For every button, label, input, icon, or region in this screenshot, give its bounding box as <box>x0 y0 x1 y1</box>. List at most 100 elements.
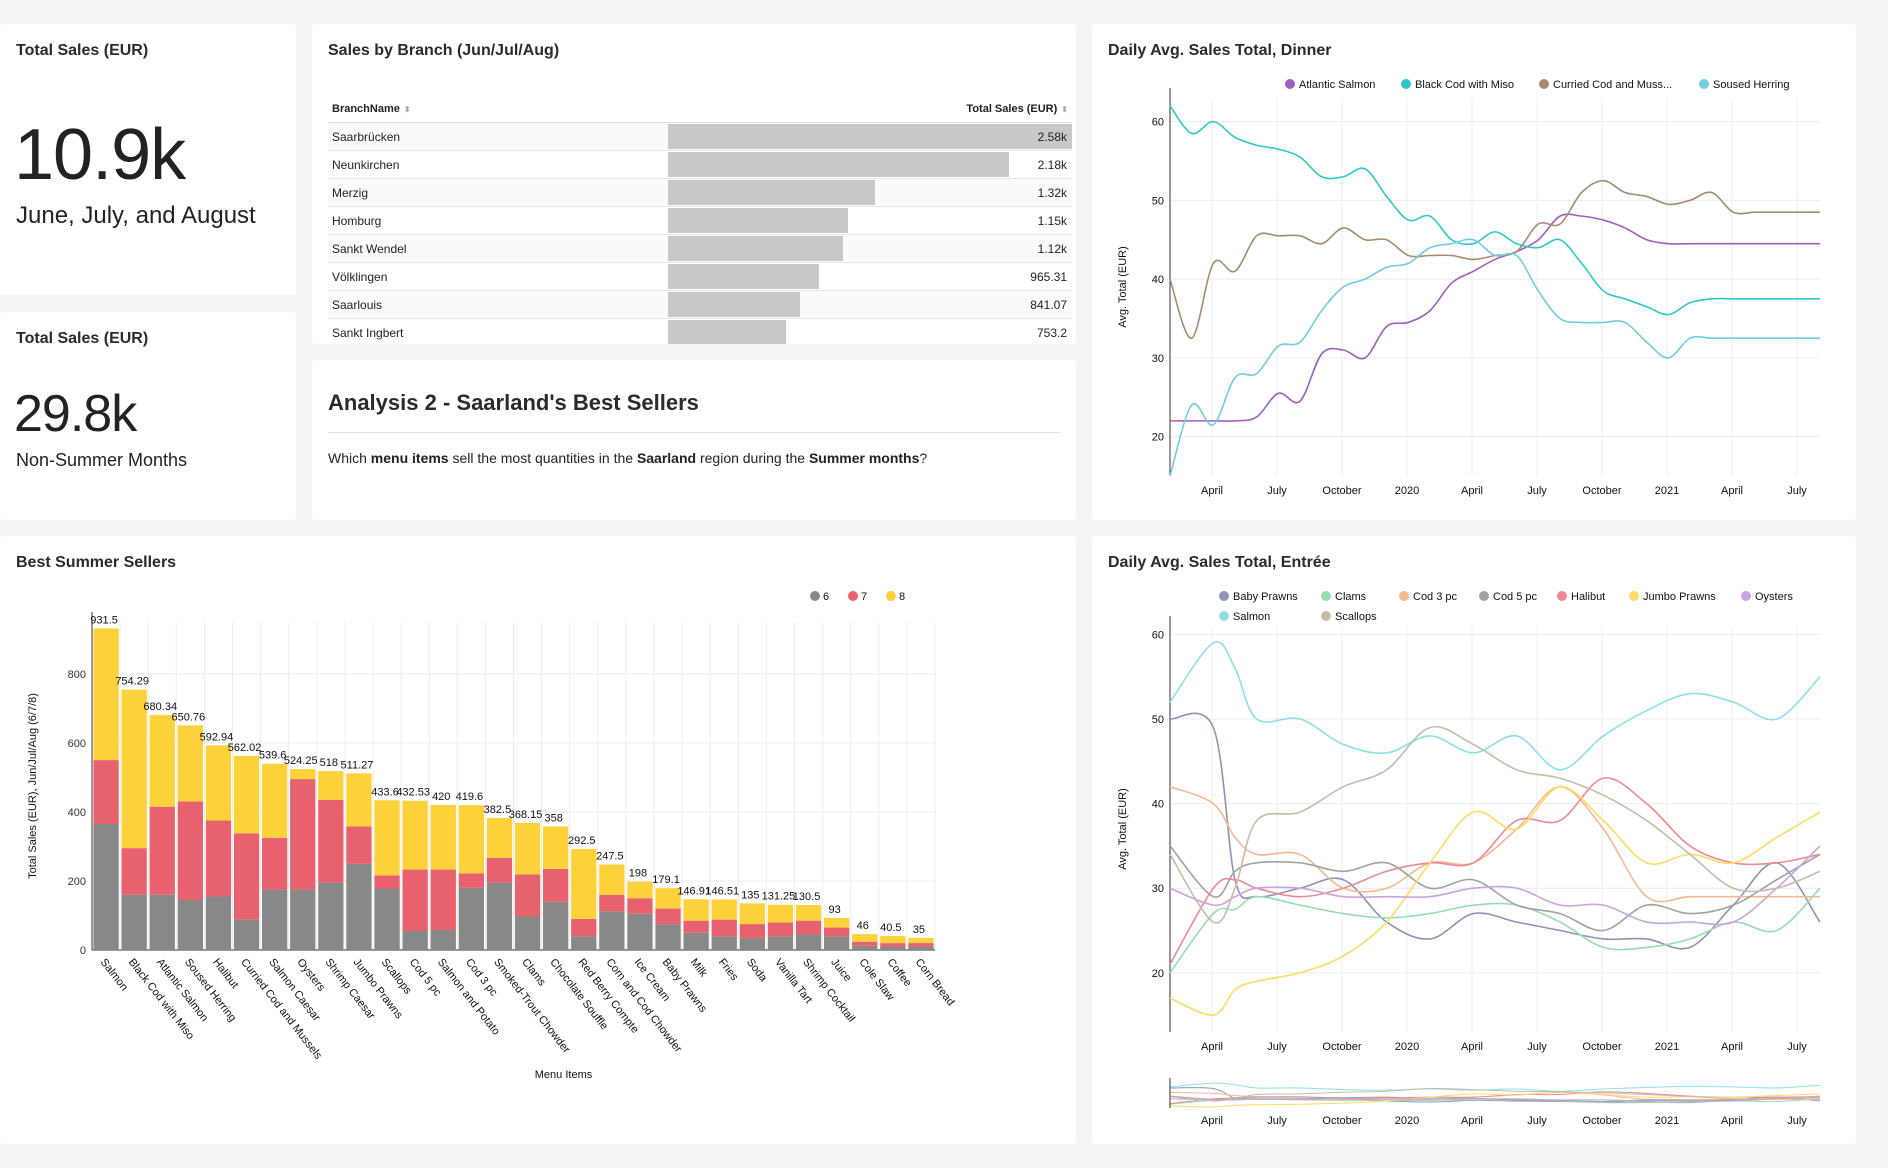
legend-marker[interactable] <box>1539 79 1549 89</box>
bar-segment-month-7[interactable] <box>795 920 822 935</box>
bar-segment-month-8[interactable] <box>683 899 709 921</box>
series-line[interactable] <box>1169 641 1821 771</box>
legend-marker[interactable] <box>1699 79 1709 89</box>
bar-segment-month-8[interactable] <box>318 771 344 800</box>
bar-segment-month-6[interactable] <box>374 888 400 950</box>
legend-label[interactable]: Curried Cod and Muss... <box>1553 79 1672 91</box>
bar-segment-month-6[interactable] <box>514 916 541 950</box>
legend-label[interactable]: Cod 5 pc <box>1493 591 1538 603</box>
bar-segment-month-7[interactable] <box>543 868 569 902</box>
bar-segment-month-8[interactable] <box>430 804 456 870</box>
series-line[interactable] <box>1169 712 1821 950</box>
bar-segment-month-7[interactable] <box>571 918 597 937</box>
bar-segment-month-8[interactable] <box>458 805 484 874</box>
bar-segment-month-8[interactable] <box>824 917 850 928</box>
bar-segment-month-8[interactable] <box>346 773 372 827</box>
legend-label[interactable]: Oysters <box>1755 591 1793 603</box>
legend-label[interactable]: 6 <box>823 591 829 603</box>
table-row[interactable]: Saarlouis 841.07 <box>328 290 1072 319</box>
bar-segment-month-7[interactable] <box>599 894 625 912</box>
bar-segment-month-7[interactable] <box>290 779 316 890</box>
column-header-branch[interactable]: BranchName ⬍ <box>328 96 668 123</box>
bar-segment-month-7[interactable] <box>655 908 681 925</box>
bar-segment-month-8[interactable] <box>655 888 681 909</box>
legend-label[interactable]: Black Cod with Miso <box>1415 79 1514 91</box>
bar-segment-month-7[interactable] <box>233 833 260 920</box>
bar-segment-month-6[interactable] <box>458 887 484 950</box>
legend-marker[interactable] <box>1629 591 1639 601</box>
legend-label[interactable]: Clams <box>1335 591 1367 603</box>
bar-segment-month-7[interactable] <box>852 941 878 946</box>
legend-marker[interactable] <box>1321 611 1331 621</box>
legend-marker[interactable] <box>1285 79 1295 89</box>
bar-segment-month-8[interactable] <box>402 800 428 870</box>
bar-segment-month-6[interactable] <box>880 946 906 950</box>
sort-icon[interactable]: ⬍ <box>1061 105 1068 114</box>
bar-segment-month-8[interactable] <box>205 745 232 821</box>
legend-label[interactable]: Atlantic Salmon <box>1299 79 1375 91</box>
bar-segment-month-7[interactable] <box>374 875 400 889</box>
bar-segment-month-7[interactable] <box>149 806 175 895</box>
bar-segment-month-6[interactable] <box>93 823 119 950</box>
series-line[interactable] <box>1169 777 1821 965</box>
table-row[interactable]: Sankt Ingbert 753.2 <box>328 318 1072 344</box>
bar-segment-month-6[interactable] <box>205 896 232 950</box>
legend-marker[interactable] <box>1401 79 1411 89</box>
series-line[interactable] <box>1169 213 1820 422</box>
table-row[interactable]: Homburg 1.15k <box>328 206 1072 235</box>
bar-segment-month-7[interactable] <box>767 922 794 937</box>
bar-segment-month-6[interactable] <box>908 946 934 950</box>
bar-segment-month-7[interactable] <box>514 874 541 917</box>
legend-marker[interactable] <box>1399 591 1409 601</box>
bar-segment-month-7[interactable] <box>430 869 456 930</box>
bar-segment-month-8[interactable] <box>795 904 822 921</box>
bar-segment-month-8[interactable] <box>262 763 288 838</box>
legend-label[interactable]: Jumbo Prawns <box>1643 591 1716 603</box>
bar-segment-month-8[interactable] <box>627 881 653 899</box>
bar-segment-month-7[interactable] <box>458 873 484 888</box>
table-row[interactable]: Neunkirchen 2.18k <box>328 150 1072 179</box>
bar-segment-month-8[interactable] <box>290 768 316 780</box>
legend-label[interactable]: Cod 3 pc <box>1413 591 1458 603</box>
bar-segment-month-7[interactable] <box>739 924 765 938</box>
bar-segment-month-6[interactable] <box>121 894 147 950</box>
legend-marker[interactable] <box>1557 591 1567 601</box>
bar-segment-month-8[interactable] <box>121 689 147 849</box>
bar-segment-month-7[interactable] <box>880 943 906 947</box>
legend-label[interactable]: 8 <box>899 591 905 603</box>
bar-segment-month-6[interactable] <box>627 913 653 950</box>
bar-segment-month-8[interactable] <box>543 826 569 869</box>
bar-segment-month-6[interactable] <box>177 899 203 950</box>
legend-marker[interactable] <box>1479 591 1489 601</box>
legend-marker[interactable] <box>1741 591 1751 601</box>
bar-segment-month-7[interactable] <box>683 920 709 933</box>
bar-segment-month-6[interactable] <box>824 936 850 950</box>
legend-label[interactable]: Baby Prawns <box>1233 591 1298 603</box>
series-line[interactable] <box>1169 238 1820 477</box>
bar-segment-month-6[interactable] <box>318 882 344 950</box>
bar-segment-month-8[interactable] <box>739 903 765 925</box>
bar-segment-month-8[interactable] <box>514 822 541 875</box>
bar-segment-month-6[interactable] <box>290 889 316 950</box>
bar-segment-month-7[interactable] <box>486 857 513 883</box>
legend-label[interactable]: Soused Herring <box>1713 79 1789 91</box>
bar-segment-month-7[interactable] <box>402 869 428 932</box>
bar-segment-month-6[interactable] <box>767 936 794 950</box>
legend-marker[interactable] <box>848 591 858 601</box>
bar-segment-month-8[interactable] <box>880 936 906 944</box>
bar-segment-month-6[interactable] <box>711 936 737 950</box>
legend-marker[interactable] <box>1219 591 1229 601</box>
sort-icon[interactable]: ⬍ <box>403 105 411 114</box>
bar-segment-month-8[interactable] <box>599 864 625 895</box>
bar-segment-month-6[interactable] <box>543 901 569 950</box>
bar-segment-month-6[interactable] <box>599 911 625 950</box>
column-header-sales[interactable]: Total Sales (EUR) ⬍ <box>668 96 1072 123</box>
legend-marker[interactable] <box>1219 611 1229 621</box>
bar-segment-month-8[interactable] <box>233 755 260 834</box>
series-line[interactable] <box>1169 785 1821 1016</box>
bar-segment-month-6[interactable] <box>262 889 288 950</box>
legend-label[interactable]: Halibut <box>1571 591 1605 603</box>
bar-segment-month-6[interactable] <box>683 932 709 950</box>
bar-segment-month-8[interactable] <box>767 904 794 923</box>
series-line[interactable] <box>1169 887 1821 974</box>
